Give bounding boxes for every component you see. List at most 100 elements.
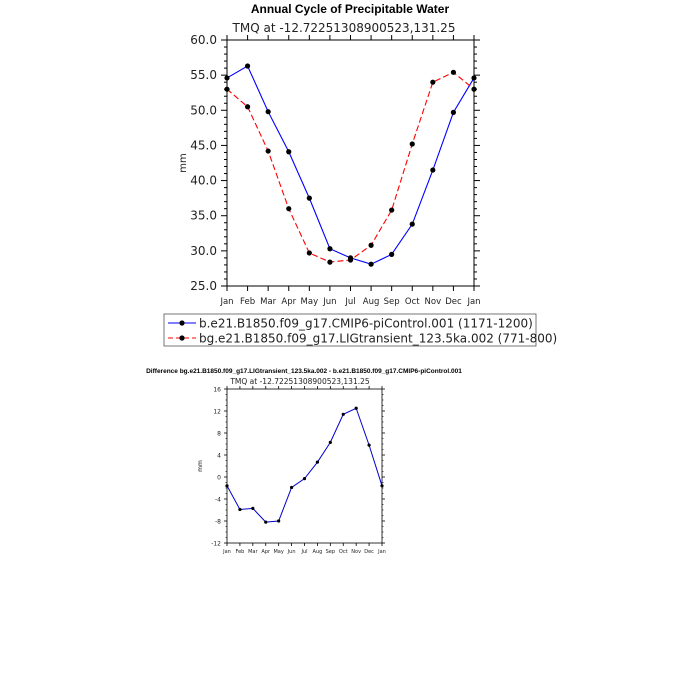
chart-1-xtick-label: Aug [363,297,380,307]
chart-2-ytick-label: -4 [215,497,221,504]
chart-1-xtick-label: Feb [240,297,255,307]
chart-1-xtick-label: Oct [405,297,420,307]
chart-2-ytick-label: 0 [217,475,221,482]
legend-marker [179,335,185,341]
chart-1-ytick-label: 60.0 [190,33,217,47]
chart-1-ylabel: mm [178,153,189,172]
chart-2-ytick-label: -8 [215,519,221,526]
chart-1-ytick-label: 45.0 [190,138,217,152]
chart-2-series-1-point [367,443,371,447]
chart-1-title: Annual Cycle of Precipitable Water [251,2,450,16]
chart-2-xtick-label: Sep [326,549,335,555]
chart-1-series-1-point [409,221,415,227]
chart-2-ytick-label: -12 [211,541,221,548]
chart-2-xtick-label: Oct [339,549,348,555]
chart-1-series-1-point [224,75,230,81]
chart-1-series-2-point [306,250,312,256]
chart-1-series-2-point [244,104,251,110]
chart-2-series-1-point [225,484,229,488]
legend-box [163,313,537,347]
chart-1-series-2-point [409,141,415,147]
chart-2-xtick-label: Mar [248,549,258,555]
chart-1-series-1-point [265,109,271,115]
chart-2-series-1-point [341,412,345,416]
chart-1-legend: b.e21.B1850.f09_g17.CMIP6-piControl.001 … [163,313,557,347]
chart-1-subtitle: TMQ at -12.72251308900523,131.25 [232,21,456,35]
chart-1-xtick-label: Jun [322,297,336,307]
chart-2-series-1-point [277,519,281,523]
chart-1-xtick-label: Sep [384,297,400,307]
chart-1-series-1-point [430,167,436,173]
chart-1-plot-frame [226,39,475,287]
chart-1-ytick-label: 35.0 [190,209,217,223]
chart-1-series-1-point [244,63,251,69]
chart-1-xtick-label: Dec [445,297,462,307]
chart-1-series-line-1 [226,65,475,265]
chart-1-series-2-point [327,259,333,265]
chart-2-title: Difference bg.e21.B1850.f09_g17.LIGtrans… [146,368,462,375]
chart-2-series-1-point [302,477,307,481]
chart-2-series-1-point [315,460,320,464]
chart-2-subtitle: TMQ at -12.72251308900523,131.25 [229,377,370,386]
chart-1-series-2-point [389,207,395,213]
chart-1-xtick-label: Mar [260,297,277,307]
chart-1-series-1-point [368,261,374,267]
chart-1-series-1-point [389,251,395,257]
chart-2-series-1-point [289,485,294,490]
chart-2-xtick-label: Apr [261,549,271,555]
chart-1-ytick-label: 40.0 [190,174,217,188]
chart-2-xtick-label: Jul [300,549,307,555]
chart-2-plot-frame [226,388,383,544]
chart-2-xtick-label: Feb [235,549,244,555]
legend-label: b.e21.B1850.f09_g17.CMIP6-piControl.001 … [199,317,533,331]
chart-2-xtick-label: Jan [377,549,386,555]
chart-2-series-1-point [328,440,332,444]
chart-1-series-1-point [306,195,312,201]
chart-1-ytick-label: 30.0 [190,244,217,258]
legend-marker [179,320,185,326]
chart-1-xtick-label: Jul [344,297,355,307]
chart-2-xtick-label: May [273,549,283,555]
chart-1-series-2-point [471,86,477,92]
chart-1: Annual Cycle of Precipitable Water TMQ at… [163,2,557,347]
chart-2-xtick-label: Jan [222,549,231,555]
chart-2-ytick-label: 4 [217,453,221,460]
chart-1-series-2-point [430,79,436,85]
chart-2-ytick-label: 8 [217,431,221,438]
chart-1-ytick-label: 50.0 [190,103,217,117]
chart-2: Difference bg.e21.B1850.f09_g17.LIGtrans… [146,368,462,555]
chart-1-series-1-point [286,149,292,155]
chart-2-series-1-point [251,506,255,510]
chart-1-series-2-point [286,206,292,212]
chart-2-series-line-1 [226,407,383,523]
chart-1-xtick-label: Nov [425,297,442,307]
chart-2-ytick-label: 12 [213,409,221,416]
chart-1-series-2-point [347,257,354,263]
legend-label: bg.e21.B1850.f09_g17.LIGtransient_123.5k… [199,332,557,346]
chart-1-series-2-point [265,148,271,154]
chart-2-series-1-point [264,520,268,524]
chart-2-series-1-point [354,406,358,410]
chart-2-xtick-label: Dec [364,549,374,555]
chart-2-ytick-label: 16 [213,387,221,394]
chart-1-series-1-point [327,246,333,252]
chart-1-series-line-2 [226,71,475,263]
chart-2-xtick-label: Aug [313,549,323,555]
chart-2-xtick-label: Nov [351,549,361,555]
chart-1-series-2-point [450,69,457,75]
chart-1-ytick-label: 55.0 [190,68,217,82]
chart-1-ytick-label: 25.0 [190,279,217,293]
chart-1-xtick-label: Jan [466,297,480,307]
chart-1-xtick-label: May [301,297,319,307]
chart-1-xtick-label: Jan [219,297,233,307]
chart-1-xtick-label: Apr [281,297,296,307]
chart-1-series-2-point [224,86,230,92]
chart-1-series-2-point [368,242,374,248]
chart-1-series-1-point [471,75,477,81]
chart-2-xtick-label: Jun [287,549,296,555]
chart-2-series-1-point [380,484,384,488]
chart-1-series-1-point [450,109,457,115]
chart-2-series-1-point [238,507,242,512]
chart-2-ylabel: mm [197,460,204,472]
